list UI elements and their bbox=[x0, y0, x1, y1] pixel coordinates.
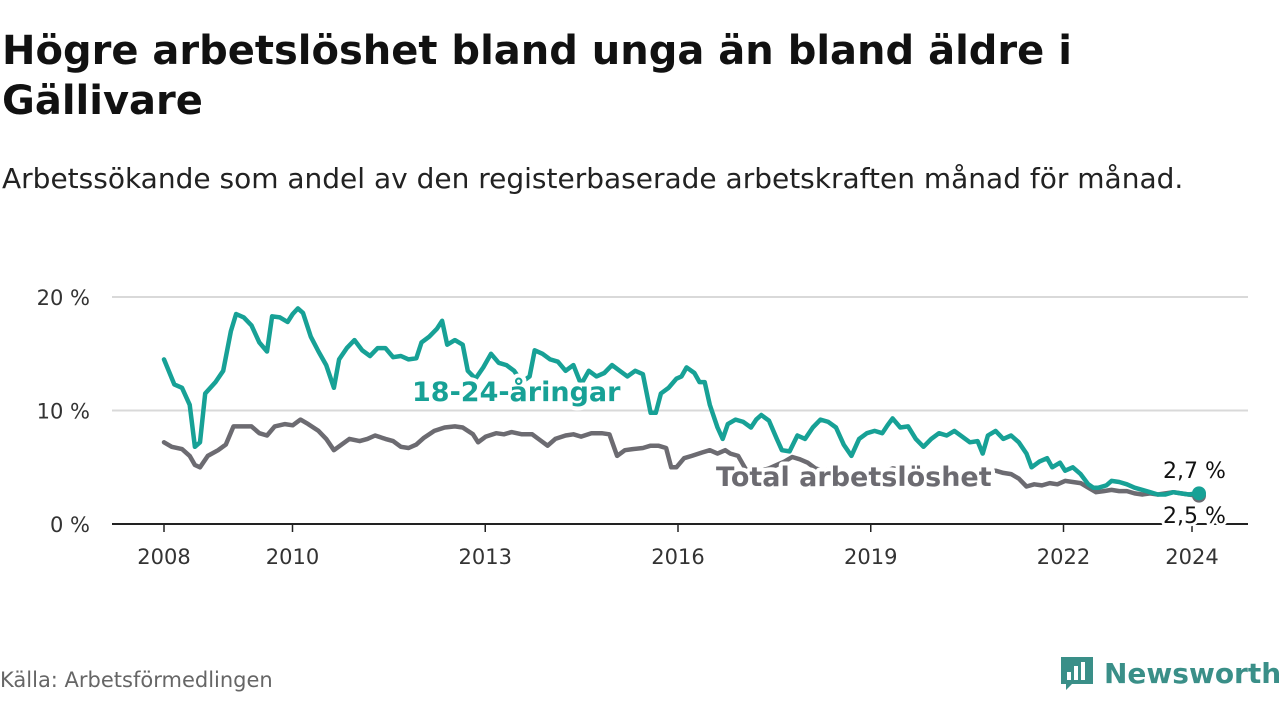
x-tick-label-2024: 2024 bbox=[1165, 545, 1218, 569]
end-label-total: 2,5 % bbox=[1163, 504, 1226, 529]
y-tick-label-10: 10 % bbox=[37, 400, 90, 424]
chart-subtitle: Arbetssökande som andel av den registerb… bbox=[2, 162, 1184, 195]
end-label-youth: 2,7 % bbox=[1163, 459, 1226, 484]
axes: 0 % 10 % 20 % 2008 2010 2013 2016 2019 2022 2024 bbox=[37, 286, 1248, 569]
brand-name: Newsworthy bbox=[1104, 656, 1280, 690]
x-tick-label-2019: 2019 bbox=[844, 545, 897, 569]
gridlines bbox=[112, 296, 1248, 412]
series-labels: 18-24-åringar Total arbetslöshet 2,7 % 2… bbox=[408, 372, 1229, 532]
newsworthy-logo-icon bbox=[1061, 657, 1093, 690]
x-tick-label-2010: 2010 bbox=[266, 545, 319, 569]
source-note: Källa: Arbetsförmedlingen bbox=[0, 668, 273, 692]
series-label-youth: 18-24-åringar bbox=[412, 376, 621, 408]
series-lines bbox=[161, 306, 1206, 503]
series-label-total: Total arbetslöshet bbox=[716, 462, 992, 493]
y-tick-label-0: 0 % bbox=[50, 513, 90, 537]
brand-logo: Newsworthy bbox=[1058, 654, 1280, 692]
x-tick-label-2016: 2016 bbox=[651, 545, 704, 569]
line-chart: 0 %10 %20 %2008 2010 2013 2016 2019 2022 2024 … bbox=[37, 286, 1248, 569]
x-tick-label-2008: 2008 bbox=[137, 545, 190, 569]
x-tick-label-2013: 2013 bbox=[459, 545, 512, 569]
chart-title: Högre arbetslöshet bland unga än bland ä… bbox=[2, 28, 1072, 124]
x-tick-label-2022: 2022 bbox=[1037, 545, 1090, 569]
series-end-point-youth bbox=[1192, 486, 1206, 501]
series-line-total bbox=[161, 417, 1202, 498]
series-line-youth bbox=[161, 306, 1202, 497]
y-tick-label-20: 20 % bbox=[37, 286, 90, 310]
